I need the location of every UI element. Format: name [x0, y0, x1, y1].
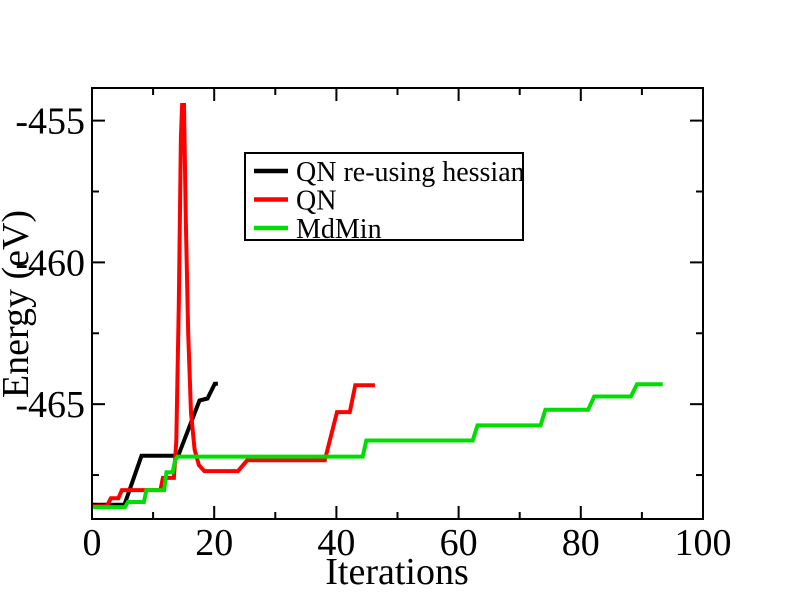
x-tick-label: 20	[195, 522, 233, 564]
y-tick-label: -455	[15, 101, 85, 143]
x-tick-label: 80	[562, 522, 600, 564]
series-line-qn	[92, 103, 375, 509]
x-axis-label: Iterations	[325, 551, 469, 593]
legend-label: QN re-using hessian	[296, 157, 525, 188]
series-line-qn-re-using-hessian	[92, 381, 218, 507]
y-axis-label: Energy (eV)	[0, 210, 37, 398]
plot-frame	[91, 87, 704, 520]
x-tick-label: 60	[440, 522, 478, 564]
legend-label: MdMin	[296, 214, 382, 245]
y-tick-label: -460	[15, 242, 85, 284]
tick-labels: 0 20 40 60 80 100 -455 -460 -465	[15, 101, 731, 564]
y-tick-label: -465	[15, 384, 85, 426]
legend-box	[244, 152, 524, 241]
x-tick-label: 40	[317, 522, 355, 564]
series-lines	[92, 103, 663, 510]
series-line-mdmin	[92, 382, 663, 510]
x-tick-label: 100	[675, 522, 732, 564]
x-tick-label: 0	[83, 522, 102, 564]
legend-label: QN	[296, 186, 336, 217]
